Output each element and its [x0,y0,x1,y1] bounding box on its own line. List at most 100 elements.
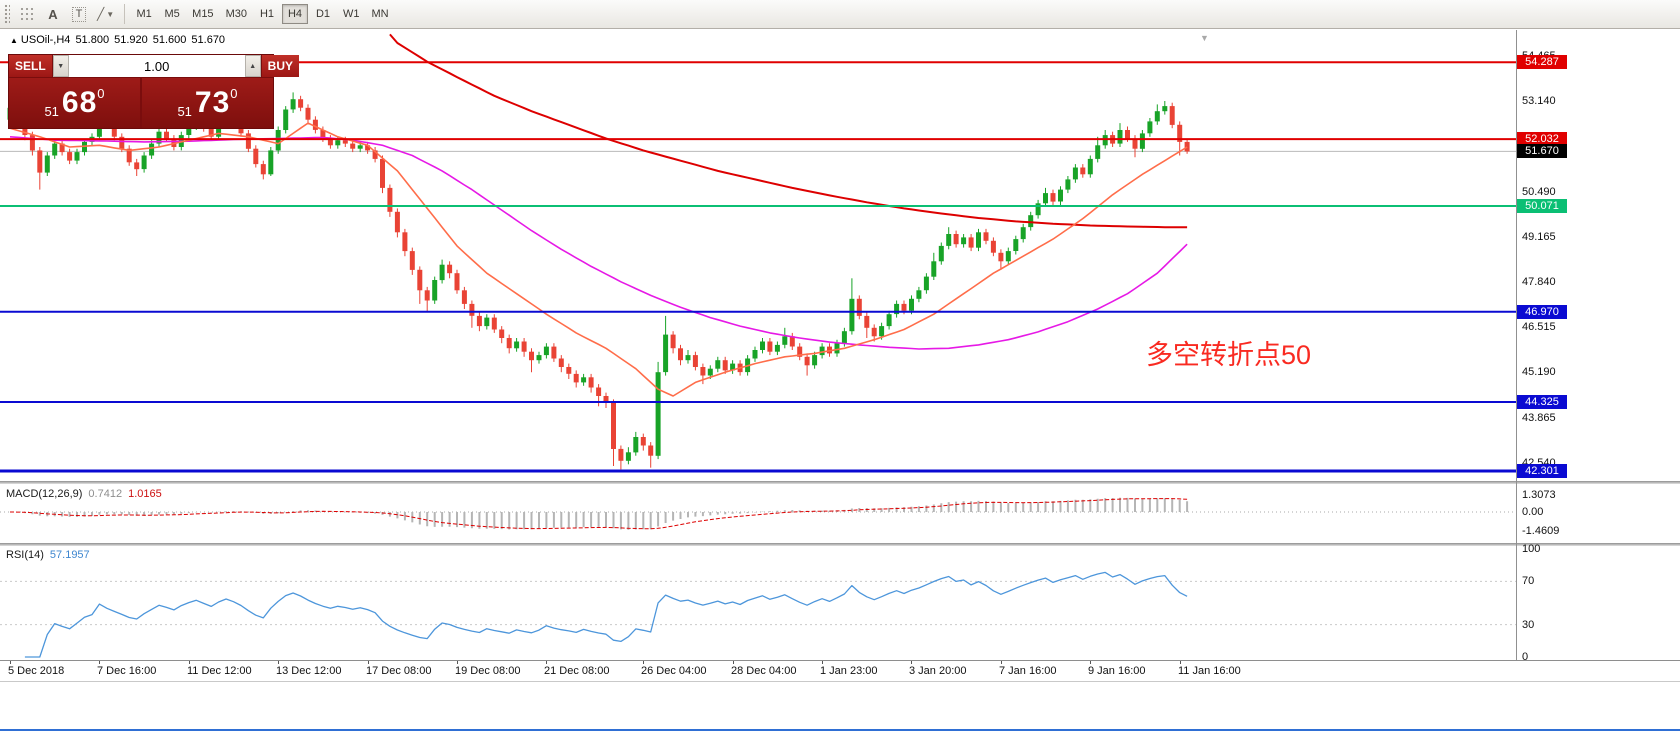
macd-plot[interactable] [0,484,1516,544]
volume-control: ▼ ▲ [52,55,261,77]
volume-decrease-button[interactable]: ▼ [52,55,69,77]
timeframe-toolbar: M1 M5 M15 M30 H1 H4 D1 W1 MN [130,4,394,24]
text-tool-button[interactable]: T [67,3,91,25]
macd-signal-value: 1.0165 [128,488,162,500]
price-axis-tick: 1.3073 [1522,489,1556,501]
rsi-label: RSI(14) 57.1957 [6,549,90,561]
price-label: 44.325 [1517,395,1567,409]
time-axis-label: 7 Dec 16:00 [97,665,157,677]
rsi-name: RSI(14) [6,549,44,561]
price-axis-border [1516,30,1517,660]
time-axis-label: 9 Jan 16:00 [1088,665,1146,677]
grid-tool-button[interactable] [15,3,39,25]
ohlc-high: 51.920 [114,34,148,46]
one-click-trading-panel: SELL ▼ ▲ BUY 51 68 0 51 73 0 [8,54,300,129]
time-axis-label: 13 Dec 12:00 [276,665,342,677]
price-axis-tick: 45.190 [1522,366,1556,379]
sell-price-prefix: 51 [44,104,59,119]
timeframe-button-w1[interactable]: W1 [338,4,365,24]
timeframe-button-mn[interactable]: MN [366,4,393,24]
time-axis-tick [822,661,823,664]
price-axis-tick: 43.865 [1522,411,1556,424]
chart-collapse-icon: ▲ [10,36,18,45]
price-label: 46.970 [1517,304,1567,319]
volume-input[interactable] [68,55,245,77]
toolbar-grip[interactable] [4,4,10,24]
buy-price-sup: 0 [230,86,238,101]
chart-annotation-text: 多空转折点50 [1146,340,1312,370]
rsi-value: 57.1957 [49,549,90,561]
price-axis-tick: 0.00 [1522,506,1544,518]
timeframe-button-h1[interactable]: H1 [254,4,280,24]
time-axis-label: 3 Jan 20:00 [909,665,967,677]
time-axis-tick [457,661,458,664]
buy-price-display[interactable]: 51 73 0 [142,78,273,128]
time-axis-label: 11 Jan 16:00 [1178,665,1241,677]
timeframe-button-m1[interactable]: M1 [131,4,157,24]
time-axis-label: 1 Jan 23:00 [820,665,878,677]
time-axis-label: 17 Dec 08:00 [366,665,432,677]
sell-price-display[interactable]: 51 68 0 [9,78,140,128]
time-axis-tick [1180,661,1181,664]
time-axis-tick [368,661,369,664]
time-axis-tick [911,661,912,664]
time-axis-tick [10,661,11,664]
toolbar-separator [124,4,126,24]
price-axis-tick: 50.490 [1522,185,1556,198]
macd-rsi-splitter[interactable] [0,543,1680,546]
macd-main-value: 0.7412 [88,488,123,500]
bottom-strip [0,681,1680,734]
price-axis-tick: 53.140 [1522,95,1556,108]
time-axis-label: 7 Jan 16:00 [999,665,1057,677]
timeframe-button-m5[interactable]: M5 [159,4,185,24]
dots-grid-icon [21,8,33,20]
buy-price-prefix: 51 [177,104,192,119]
timeframe-button-d1[interactable]: D1 [310,4,336,24]
time-axis[interactable]: 5 Dec 2018 7 Dec 16:00 11 Dec 12:00 13 Dec … [0,660,1680,681]
chevron-down-icon: ▼ [106,9,115,19]
rsi-plot[interactable] [0,546,1516,659]
buy-price-main: 73 [194,86,231,119]
time-axis-tick [643,661,644,664]
price-axis-tick: 47.840 [1522,276,1556,289]
sell-price-main: 68 [61,86,98,119]
sell-button[interactable]: SELL [9,55,52,77]
buy-button[interactable]: BUY [261,55,300,77]
letter-t-icon: T [71,6,87,22]
time-axis-tick [99,661,100,664]
drawing-tools-button[interactable]: ╱ ▼ [93,3,118,25]
time-axis-label: 26 Dec 04:00 [641,665,707,677]
chart-shift-marker[interactable]: ▼ [1200,33,1209,43]
time-axis-label: 5 Dec 2018 [8,665,65,677]
time-axis-label: 28 Dec 04:00 [731,665,797,677]
toolbar: A T ╱ ▼ M1 M5 M15 M30 H1 H4 D1 W1 MN [0,0,1680,29]
timeframe-button-m15[interactable]: M15 [187,4,218,24]
timeframe-button-h4[interactable]: H4 [281,4,308,24]
price-axis-tick: 70 [1522,575,1535,588]
timeframe-button-m30[interactable]: M30 [221,4,252,24]
chart-macd-splitter[interactable] [0,481,1680,484]
time-axis-label: 11 Dec 12:00 [187,665,252,677]
price-axis-tick: 30 [1522,618,1535,631]
letter-a-icon: A [48,6,58,22]
candlestick-chart[interactable] [0,30,1516,482]
time-axis-label: 19 Dec 08:00 [455,665,521,677]
price-axis[interactable]: 54.46553.14050.49049.16547.84046.51545.1… [1517,30,1680,663]
text-label-tool-button[interactable]: A [41,3,65,25]
bottom-divider [0,729,1680,731]
price-axis-tick: 46.515 [1522,321,1556,334]
price-label: 51.670 [1517,144,1567,159]
time-axis-tick [189,661,190,664]
volume-increase-button[interactable]: ▲ [244,55,261,77]
price-label: 50.071 [1517,198,1567,213]
time-axis-label: 21 Dec 08:00 [544,665,610,677]
macd-name: MACD(12,26,9) [6,488,83,500]
ohlc-close: 51.670 [191,34,226,46]
time-axis-tick [733,661,734,664]
time-axis-tick [278,661,279,664]
chart-symbol: USOil-,H4 [20,34,71,46]
price-label: 52.032 [1517,132,1567,147]
time-axis-tick [546,661,547,664]
price-axis-tick: -1.4609 [1522,524,1560,537]
